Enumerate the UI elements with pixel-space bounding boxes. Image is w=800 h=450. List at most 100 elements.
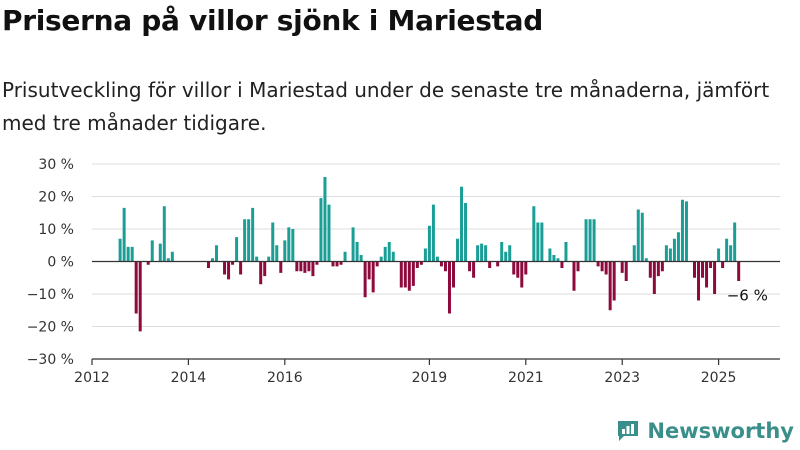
labels: −30 % −20 % −10 % 0 % 10 % 20 % 30 % 2012 2014 20… bbox=[27, 157, 768, 386]
bar bbox=[415, 261, 419, 268]
bar bbox=[648, 261, 652, 278]
bar bbox=[239, 261, 243, 275]
bar-chart: −30 % −20 % −10 % 0 % 10 % 20 % 30 % 2012 2014 20… bbox=[27, 157, 780, 386]
bar bbox=[536, 222, 540, 262]
chart-subtitle: Prisutveckling för villor i Mariestad un… bbox=[2, 78, 770, 135]
bar bbox=[484, 245, 488, 262]
bar bbox=[371, 261, 375, 293]
bar bbox=[717, 248, 721, 262]
bar bbox=[291, 229, 295, 262]
bar bbox=[367, 261, 371, 280]
bar bbox=[564, 242, 568, 262]
bar bbox=[379, 256, 383, 262]
bar bbox=[608, 261, 612, 311]
bar bbox=[480, 243, 484, 262]
bar bbox=[315, 261, 319, 265]
bar bbox=[443, 261, 447, 272]
y-tick-label: −30 % bbox=[27, 352, 74, 368]
bar bbox=[335, 261, 339, 267]
y-tick-label: 0 % bbox=[47, 255, 74, 271]
bar bbox=[552, 255, 556, 262]
bar bbox=[520, 261, 524, 288]
bar bbox=[327, 204, 331, 262]
bar bbox=[556, 258, 560, 262]
bar bbox=[351, 227, 355, 262]
bar bbox=[427, 225, 431, 262]
bar bbox=[339, 261, 343, 265]
bar bbox=[307, 261, 311, 272]
x-tick-label: 2019 bbox=[412, 370, 448, 386]
bar bbox=[576, 261, 580, 272]
bar bbox=[656, 261, 660, 277]
bar bbox=[488, 261, 492, 268]
axes bbox=[91, 260, 780, 365]
bar bbox=[138, 261, 142, 332]
bar bbox=[118, 238, 122, 262]
bar bbox=[624, 261, 628, 281]
x-tick-label: 2023 bbox=[604, 370, 640, 386]
bars bbox=[118, 177, 741, 332]
bar bbox=[403, 261, 407, 288]
bar bbox=[170, 251, 174, 262]
bar bbox=[435, 256, 439, 262]
bar bbox=[243, 219, 247, 262]
bar bbox=[299, 261, 303, 272]
bar bbox=[680, 199, 684, 262]
bar bbox=[504, 251, 508, 262]
y-tick-label: 10 % bbox=[38, 222, 74, 238]
bar bbox=[363, 261, 367, 298]
bar bbox=[375, 261, 379, 267]
bar bbox=[223, 261, 227, 275]
bar bbox=[247, 219, 251, 262]
bar bbox=[399, 261, 403, 288]
bar bbox=[572, 261, 576, 291]
bar bbox=[355, 242, 359, 262]
bar bbox=[532, 206, 536, 262]
bar bbox=[600, 261, 604, 272]
bar bbox=[271, 222, 275, 262]
bar bbox=[460, 186, 464, 262]
bar bbox=[592, 219, 596, 262]
bar bbox=[705, 261, 709, 288]
bar bbox=[660, 261, 664, 272]
bar bbox=[259, 261, 263, 285]
bar bbox=[439, 261, 443, 267]
bar bbox=[295, 261, 299, 272]
bar bbox=[496, 261, 500, 267]
bar bbox=[652, 261, 656, 294]
bar bbox=[419, 261, 423, 265]
x-tick-label: 2012 bbox=[74, 370, 110, 386]
x-tick-label: 2025 bbox=[701, 370, 737, 386]
bar bbox=[287, 227, 291, 262]
bar bbox=[431, 204, 435, 262]
bar bbox=[391, 251, 395, 262]
bar bbox=[548, 248, 552, 262]
brand-name: Newsworthy bbox=[647, 419, 794, 443]
bar bbox=[644, 258, 648, 262]
bar bbox=[476, 245, 480, 262]
bar bbox=[588, 219, 592, 262]
bar bbox=[693, 261, 696, 278]
bar bbox=[540, 222, 544, 262]
bar bbox=[697, 261, 701, 301]
bar bbox=[122, 207, 126, 262]
bar bbox=[130, 246, 134, 262]
bar bbox=[664, 245, 668, 262]
bar bbox=[604, 261, 608, 275]
bar bbox=[343, 251, 347, 262]
bar bbox=[464, 203, 468, 262]
bar bbox=[636, 209, 640, 262]
annotation-label: −6 % bbox=[727, 287, 768, 305]
bar bbox=[303, 261, 307, 273]
bar bbox=[500, 242, 504, 262]
bar bbox=[701, 261, 705, 278]
bar bbox=[508, 245, 512, 262]
bar bbox=[267, 256, 271, 262]
bar bbox=[668, 248, 672, 262]
bar bbox=[158, 243, 162, 262]
bar bbox=[620, 261, 624, 273]
bar bbox=[235, 237, 239, 262]
bar bbox=[472, 261, 476, 278]
bar bbox=[512, 261, 516, 275]
bar bbox=[468, 261, 472, 272]
